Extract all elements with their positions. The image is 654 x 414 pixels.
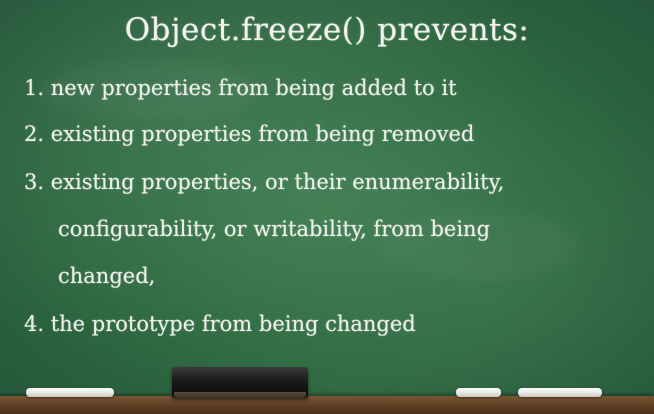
chalk-stick[interactable] — [518, 388, 602, 397]
list-item-3-continuation-2: changed, — [58, 264, 156, 288]
list-item-4: 4. the prototype from being changed — [24, 312, 416, 336]
eraser[interactable] — [172, 367, 308, 398]
list-item-3: 3. existing properties, or their enumera… — [24, 170, 505, 194]
board-title: Object.freeze() prevents: — [124, 12, 530, 48]
chalk-stick[interactable] — [26, 388, 114, 397]
list-item-2: 2. existing properties from being remove… — [24, 122, 475, 146]
chalk-ledge — [0, 396, 654, 414]
list-item-3-continuation-1: configurability, or writability, from be… — [58, 217, 491, 241]
list-item-1: 1. new properties from being added to it — [24, 76, 457, 100]
chalk-stick[interactable] — [456, 388, 501, 397]
eraser-felt — [174, 392, 306, 398]
